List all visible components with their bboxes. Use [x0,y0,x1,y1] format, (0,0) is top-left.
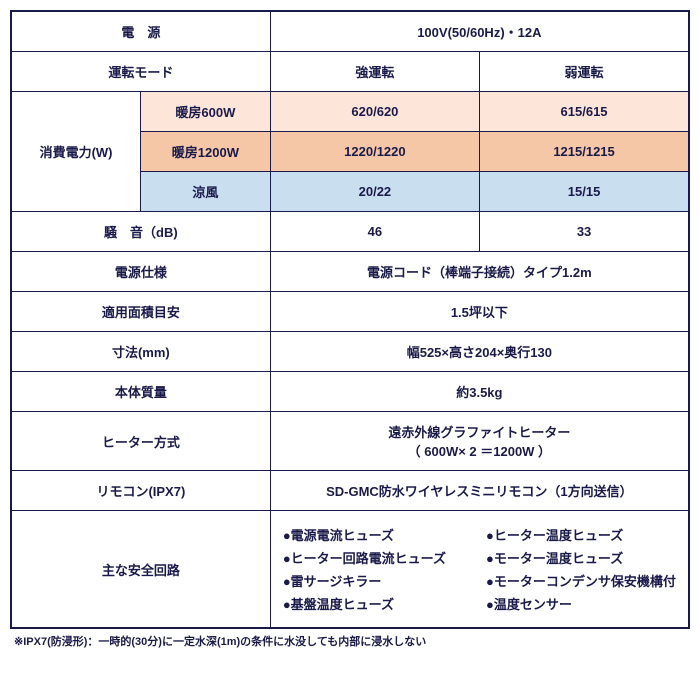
label-power-source: 電 源 [11,11,270,52]
label-dimensions: 寸法(mm) [11,332,270,372]
row-weight: 本体質量 約3.5kg [11,372,689,412]
safety-col2: ●ヒーター温度ヒューズ ●モーター温度ヒューズ ●モーターコンデンサ保安機構付 … [486,525,676,613]
safety-item: ●基盤温度ヒューズ [283,594,446,613]
heat1200-strong: 1220/1220 [270,132,479,172]
row-heater: ヒーター方式 遠赤外線グラファイトヒーター （ 600W× 2 ＝1200W ） [11,412,689,471]
row-power-spec: 電源仕様 電源コード（棒端子接続）タイプ1.2m [11,252,689,292]
label-remote: リモコン(IPX7) [11,471,270,511]
heat600-strong: 620/620 [270,92,479,132]
safety-col1: ●電源電流ヒューズ ●ヒーター回路電流ヒューズ ●雷サージキラー ●基盤温度ヒュ… [283,525,446,613]
value-area: 1.5坪以下 [270,292,689,332]
heater-line2: （ 600W× 2 ＝1200W ） [279,441,680,460]
cool-strong: 20/22 [270,172,479,212]
label-heat600: 暖房600W [141,92,271,132]
value-dimensions: 幅525×高さ204×奥行130 [270,332,689,372]
label-cool: 涼風 [141,172,271,212]
row-power-source: 電 源 100V(50/60Hz)・12A [11,11,689,52]
safety-item: ●モーターコンデンサ保安機構付 [486,571,676,590]
safety-item: ●電源電流ヒューズ [283,525,446,544]
label-area: 適用面積目安 [11,292,270,332]
safety-item: ●ヒーター回路電流ヒューズ [283,548,446,567]
row-dimensions: 寸法(mm) 幅525×高さ204×奥行130 [11,332,689,372]
noise-weak: 33 [480,212,689,252]
label-heater: ヒーター方式 [11,412,270,471]
value-power-spec: 電源コード（棒端子接続）タイプ1.2m [270,252,689,292]
heater-line1: 遠赤外線グラファイトヒーター [279,422,680,441]
spec-table: 電 源 100V(50/60Hz)・12A 運転モード 強運転 弱運転 消費電力… [10,10,690,629]
label-noise: 騒 音（dB) [11,212,270,252]
heat600-weak: 615/615 [480,92,689,132]
safety-item: ●ヒーター温度ヒューズ [486,525,676,544]
row-area: 適用面積目安 1.5坪以下 [11,292,689,332]
safety-item: ●雷サージキラー [283,571,446,590]
label-mode: 運転モード [11,52,270,92]
row-remote: リモコン(IPX7) SD-GMC防水ワイヤレスミニリモコン（1方向送信） [11,471,689,511]
mode-weak: 弱運転 [480,52,689,92]
row-noise: 騒 音（dB) 46 33 [11,212,689,252]
label-consumption: 消費電力(W) [11,92,141,212]
safety-item: ●温度センサー [486,594,676,613]
label-power-spec: 電源仕様 [11,252,270,292]
value-weight: 約3.5kg [270,372,689,412]
safety-item: ●モーター温度ヒューズ [486,548,676,567]
row-mode: 運転モード 強運転 弱運転 [11,52,689,92]
label-heat1200: 暖房1200W [141,132,271,172]
label-weight: 本体質量 [11,372,270,412]
mode-strong: 強運転 [270,52,479,92]
noise-strong: 46 [270,212,479,252]
footnote: ※IPX7(防浸形)：一時的(30分)に一定水深(1m)の条件に水没しても内部に… [10,633,690,649]
value-safety: ●電源電流ヒューズ ●ヒーター回路電流ヒューズ ●雷サージキラー ●基盤温度ヒュ… [270,511,689,629]
row-safety: 主な安全回路 ●電源電流ヒューズ ●ヒーター回路電流ヒューズ ●雷サージキラー … [11,511,689,629]
cool-weak: 15/15 [480,172,689,212]
label-safety: 主な安全回路 [11,511,270,629]
value-remote: SD-GMC防水ワイヤレスミニリモコン（1方向送信） [270,471,689,511]
heat1200-weak: 1215/1215 [480,132,689,172]
row-heat600: 消費電力(W) 暖房600W 620/620 615/615 [11,92,689,132]
value-heater: 遠赤外線グラファイトヒーター （ 600W× 2 ＝1200W ） [270,412,689,471]
value-power-source: 100V(50/60Hz)・12A [270,11,689,52]
